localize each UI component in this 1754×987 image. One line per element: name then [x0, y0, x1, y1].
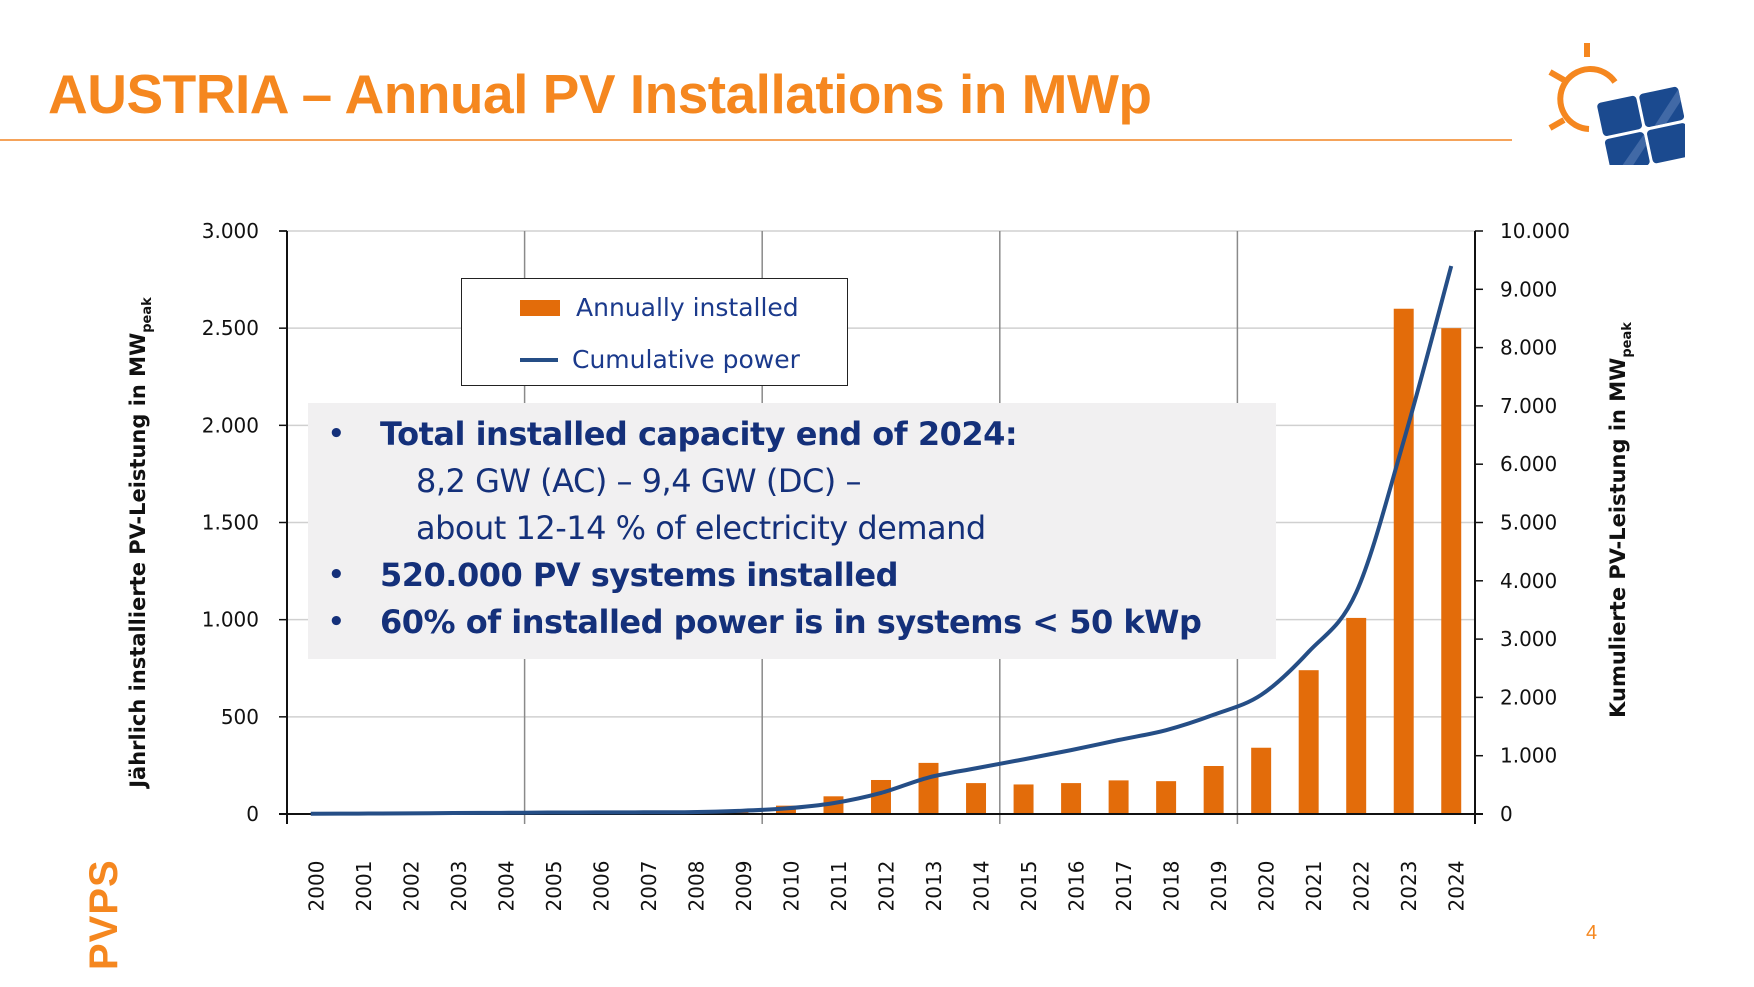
x-tick-label: 2013 — [922, 861, 946, 912]
bullet: • — [328, 419, 345, 449]
y-axis-left-label: Jährlich installierte PV-Leistung in MWp… — [126, 297, 155, 790]
x-tick-label: 2011 — [827, 861, 851, 912]
line-cumulative-power-path — [310, 265, 1454, 816]
y-tick-label-right: 10.000 — [1500, 219, 1570, 243]
x-tick-label: 2009 — [732, 861, 756, 912]
x-tick-label: 2018 — [1160, 861, 1184, 912]
x-tick-label: 2017 — [1112, 861, 1136, 912]
x-tick-label: 2001 — [352, 861, 376, 912]
bullet: • — [328, 560, 345, 590]
legend-item-annually-installed: Annually installed — [462, 293, 799, 322]
info-text: about 12-14 % of electricity demand — [416, 509, 986, 547]
x-tick-label: 2007 — [637, 861, 661, 912]
y-tick-label-right: 5.000 — [1500, 511, 1557, 535]
bar-2014 — [966, 783, 987, 814]
legend-line-swatch — [520, 357, 558, 362]
y-tick-label-right: 4.000 — [1500, 569, 1557, 593]
x-tick-label: 2019 — [1207, 861, 1231, 912]
y-tick-label-left: 1.000 — [202, 608, 259, 632]
info-line-systems-count: • 520.000 PV systems installed — [308, 552, 1276, 599]
legend-bar-swatch — [520, 299, 560, 316]
bar-2021 — [1298, 670, 1319, 814]
y-axis-right-label: Kumulierte PV-Leistung in MWpeak — [1606, 322, 1635, 718]
y-tick-label-left: 3.000 — [202, 219, 259, 243]
y-tick-label-left: 2.500 — [202, 316, 259, 340]
legend-label: Cumulative power — [572, 345, 800, 374]
title-divider — [0, 139, 1512, 141]
x-tick-label: 2020 — [1255, 861, 1279, 912]
y-tick-label-left: 500 — [221, 705, 259, 729]
summary-info-box: • Total installed capacity end of 2024: … — [308, 403, 1276, 659]
info-line-total-capacity: • Total installed capacity end of 2024: — [308, 411, 1276, 458]
slide-title: AUSTRIA – Annual PV Installations in MWp — [48, 63, 1152, 125]
info-line-gw-values: 8,2 GW (AC) – 9,4 GW (DC) – — [308, 458, 1276, 505]
y-tick-label-right: 3.000 — [1500, 627, 1557, 651]
x-tick-label: 2003 — [447, 861, 471, 912]
bar-2018 — [1156, 781, 1177, 814]
bar-2015 — [1013, 784, 1034, 814]
x-tick-label: 2006 — [589, 861, 613, 912]
y-tick-label-right: 0 — [1500, 802, 1513, 826]
bar-2024 — [1441, 328, 1462, 814]
chart-legend: Annually installed Cumulative power — [461, 278, 848, 386]
y-tick-label-left: 1.500 — [202, 511, 259, 535]
x-tick-label: 2024 — [1445, 861, 1469, 912]
x-tick-label: 2014 — [970, 861, 994, 912]
x-tick-label: 2023 — [1397, 861, 1421, 912]
info-text: 520.000 PV systems installed — [380, 556, 898, 594]
y-tick-label-left: 2.000 — [202, 413, 259, 437]
x-tick-label: 2005 — [542, 861, 566, 912]
x-tick-label: 2000 — [304, 861, 328, 912]
bar-2023 — [1393, 308, 1414, 814]
pvps-brand-label: PVPS — [82, 859, 126, 970]
x-tick-label: 2022 — [1350, 861, 1374, 912]
info-text: 60% of installed power is in systems < 5… — [380, 603, 1202, 641]
bar-2017 — [1108, 780, 1129, 814]
y-tick-label-right: 1.000 — [1500, 744, 1557, 768]
y-axis-right-label-subscript: peak — [1620, 322, 1635, 358]
bar-2013 — [918, 762, 939, 814]
line-cumulative-power — [310, 265, 1454, 816]
info-text: Total installed capacity end of 2024: — [380, 415, 1018, 453]
bar-2019 — [1203, 765, 1224, 814]
info-line-small-systems-share: • 60% of installed power is in systems <… — [308, 599, 1276, 646]
bar-2012 — [871, 779, 891, 814]
legend-item-cumulative-power: Cumulative power — [462, 345, 800, 374]
bar-2022 — [1346, 617, 1367, 814]
bar-2016 — [1061, 783, 1082, 814]
legend-label: Annually installed — [576, 293, 799, 322]
x-tick-label: 2012 — [875, 861, 899, 912]
y-tick-label-right: 2.000 — [1500, 685, 1557, 709]
y-tick-label-right: 7.000 — [1500, 394, 1557, 418]
x-tick-label: 2004 — [494, 861, 518, 912]
x-tick-label: 2016 — [1065, 861, 1089, 912]
bullet: • — [328, 607, 345, 637]
y-axis-left-label-subscript: peak — [140, 297, 155, 333]
x-tick-label: 2021 — [1302, 861, 1326, 912]
y-tick-label-right: 8.000 — [1500, 336, 1557, 360]
info-text: 8,2 GW (AC) – 9,4 GW (DC) – — [416, 462, 861, 500]
page-number: 4 — [1586, 922, 1598, 944]
bars-annually-installed — [300, 308, 1462, 814]
y-tick-label-right: 9.000 — [1500, 277, 1557, 301]
x-tick-label: 2015 — [1017, 861, 1041, 912]
info-line-demand-share: about 12-14 % of electricity demand — [308, 505, 1276, 552]
y-tick-label-left: 0 — [246, 802, 259, 826]
y-tick-label-right: 6.000 — [1500, 452, 1557, 476]
bar-2020 — [1251, 747, 1272, 814]
x-tick-label: 2002 — [399, 861, 423, 912]
x-tick-label: 2010 — [779, 861, 803, 912]
tick-labels: 0 500 1.000 1.500 2.000 2.500 3.000 0 1.000 2.000… — [202, 219, 1570, 911]
sun-solar-panel-logo-icon — [1548, 43, 1685, 165]
x-tick-label: 2008 — [684, 861, 708, 912]
